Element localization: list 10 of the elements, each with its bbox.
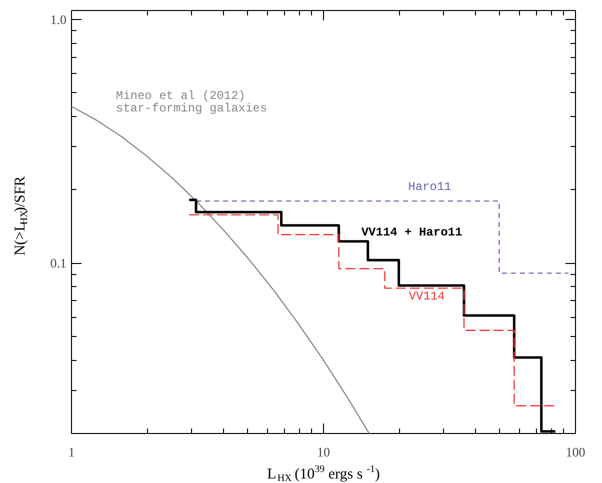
y-axis-title: N(>LHX)/SFR xyxy=(12,176,30,256)
series-label: VV114 + Haro11 xyxy=(361,225,462,240)
series-label: VV114 xyxy=(408,290,445,304)
series-label: Haro11 xyxy=(408,180,452,194)
x-tick-label: 10 xyxy=(317,444,330,460)
y-tick-label: 0.1 xyxy=(50,256,66,271)
x-tick-label: 1 xyxy=(68,444,75,460)
series-label: Mineo et al (2012) star-forming galaxies xyxy=(116,88,268,116)
x-tick-label: 100 xyxy=(566,444,586,460)
y-tick-label: 1.0 xyxy=(50,12,66,28)
